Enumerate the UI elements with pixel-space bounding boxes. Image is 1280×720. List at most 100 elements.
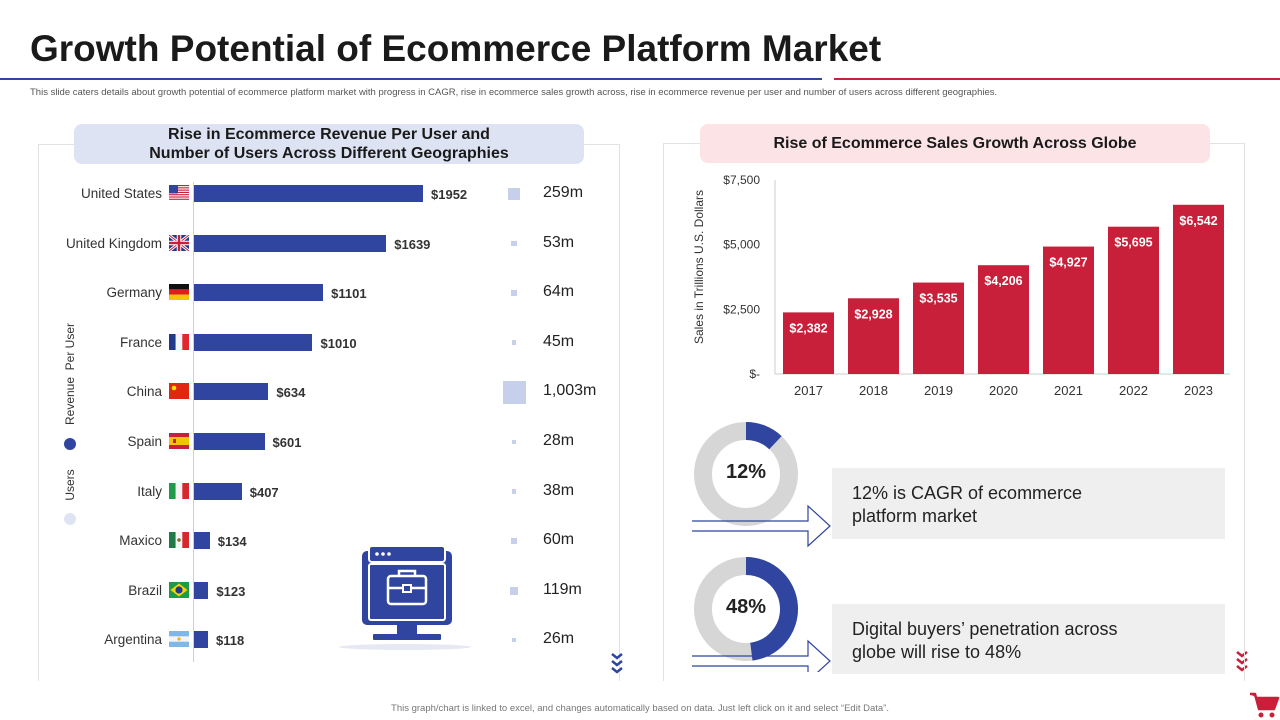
arrow-right-icon (692, 504, 831, 548)
country-row: Spain $601 28m (40, 432, 620, 452)
donut-segment (745, 557, 798, 661)
users-marker (512, 638, 516, 643)
users-value-label: 64m (543, 283, 575, 301)
country-flag-icon (169, 185, 189, 200)
kpi-penetration-text-line2: globe will rise to 48% (852, 642, 1022, 662)
page-subtitle: This slide caters details about growth p… (30, 87, 998, 98)
country-row: United Kingdom $1639 53m (40, 234, 620, 254)
sales-growth-chart: $- $2,500 $5,000 $7,500 $2,382 2017 $2,928 2018… (723, 173, 1230, 398)
x-tick-label: 2022 (1119, 383, 1148, 398)
users-marker (511, 240, 517, 247)
sales-value-label: $3,535 (919, 292, 957, 306)
chevron-down-icon (611, 653, 623, 674)
country-flag-icon (169, 482, 189, 499)
country-label: Italy (137, 483, 162, 499)
revenue-bar (194, 234, 387, 252)
sales-value-label: $4,927 (1049, 256, 1087, 270)
country-flag-icon (169, 234, 189, 251)
sales-value-label: $2,928 (854, 307, 892, 321)
sales-bar (1043, 246, 1094, 374)
revenue-value-label: $118 (216, 633, 245, 649)
kpi-cagr-text-line1: 12% is CAGR of ecommerce (852, 483, 1083, 503)
country-label: United Kingdom (65, 235, 162, 251)
revenue-value-label: $123 (216, 583, 246, 599)
users-value-label: 119m (543, 580, 582, 598)
revenue-bar (194, 631, 208, 649)
country-label: China (126, 384, 162, 400)
x-tick-label: 2023 (1184, 383, 1213, 398)
kpi-cagr-value: 12% (725, 461, 767, 483)
country-flag-icon (169, 284, 189, 301)
country-label: Germany (106, 285, 162, 301)
x-tick-label: 2020 (989, 383, 1018, 398)
users-value-label: 38m (543, 481, 575, 499)
arrow-right-icon (692, 639, 831, 672)
y-tick-label: $- (749, 367, 760, 381)
monitor-briefcase-icon (339, 545, 471, 650)
legend-revenue-dot (64, 438, 76, 450)
country-label: United States (80, 186, 162, 201)
country-row: Maxico $134 60m (40, 531, 620, 551)
country-label: France (119, 334, 162, 350)
sales-bar (1108, 226, 1159, 374)
y-tick-label: $2,500 (723, 302, 760, 316)
sales-bar (978, 265, 1029, 374)
users-marker (511, 538, 517, 544)
x-tick-label: 2018 (859, 383, 888, 398)
revenue-value-label: $1101 (331, 286, 367, 302)
revenue-bar (194, 482, 242, 500)
sales-value-label: $2,382 (789, 321, 827, 335)
title-rule-red (834, 78, 1280, 80)
footer-note: This graph/chart is linked to excel, and… (391, 703, 889, 714)
country-row: China $634 1,003m (40, 380, 620, 404)
kpi-cagr-callout: 12% is CAGR of ecommerce platform market (832, 468, 1225, 539)
users-marker (511, 489, 517, 494)
country-flag-icon (169, 631, 189, 648)
revenue-value-label: $1952 (431, 187, 468, 202)
y-tick-label: $5,000 (723, 238, 760, 252)
country-row: United States $1952 259m (40, 184, 620, 204)
shopping-cart-icon (1250, 692, 1280, 718)
left-panel-heading: Rise in Ecommerce Revenue Per User and N… (74, 124, 584, 164)
title-rule-blue (0, 78, 822, 80)
right-panel-heading: Rise of Ecommerce Sales Growth Across Gl… (700, 124, 1210, 163)
users-value-label: 45m (543, 332, 575, 350)
kpi-cagr-text-line2: platform market (852, 506, 978, 526)
legend-users-dot (64, 513, 76, 525)
sales-value-label: $6,542 (1179, 214, 1217, 228)
country-row: Argentina $118 26m (40, 630, 620, 650)
revenue-bar (194, 433, 265, 450)
x-tick-label: 2021 (1054, 383, 1083, 398)
revenue-value-label: $1010 (320, 335, 357, 351)
country-row: Brazil $123 119m (40, 581, 620, 601)
left-heading-line1: Rise in Ecommerce Revenue Per User and (168, 126, 490, 143)
country-row: Italy $407 38m (40, 482, 620, 502)
sales-value-label: $5,695 (1114, 236, 1152, 250)
kpi-donuts (692, 422, 831, 672)
revenue-bar (194, 581, 209, 599)
country-label: Brazil (128, 582, 162, 598)
users-value-label: 53m (543, 233, 575, 251)
sales-bar (848, 298, 899, 374)
revenue-value-label: $601 (272, 435, 302, 450)
country-label: Spain (127, 434, 162, 449)
users-marker (502, 380, 526, 404)
users-value-label: 1,003m (543, 382, 597, 400)
country-flag-icon (169, 581, 189, 598)
sales-bar (913, 282, 964, 374)
y-tick-label: $7,500 (723, 173, 760, 187)
country-flag-icon (169, 532, 189, 549)
chevron-down-icon (1236, 651, 1248, 672)
x-tick-label: 2019 (924, 383, 953, 398)
users-marker (510, 586, 518, 595)
country-flag-icon (169, 383, 189, 400)
donut-segment (745, 422, 782, 450)
users-marker (508, 188, 520, 200)
sales-bar (1173, 204, 1224, 374)
country-label: Maxico (119, 533, 162, 549)
revenue-value-label: $1639 (394, 236, 431, 252)
users-value-label: 60m (543, 531, 575, 549)
users-marker (512, 440, 516, 444)
users-value-label: 26m (543, 630, 575, 648)
sales-bar (783, 312, 834, 374)
